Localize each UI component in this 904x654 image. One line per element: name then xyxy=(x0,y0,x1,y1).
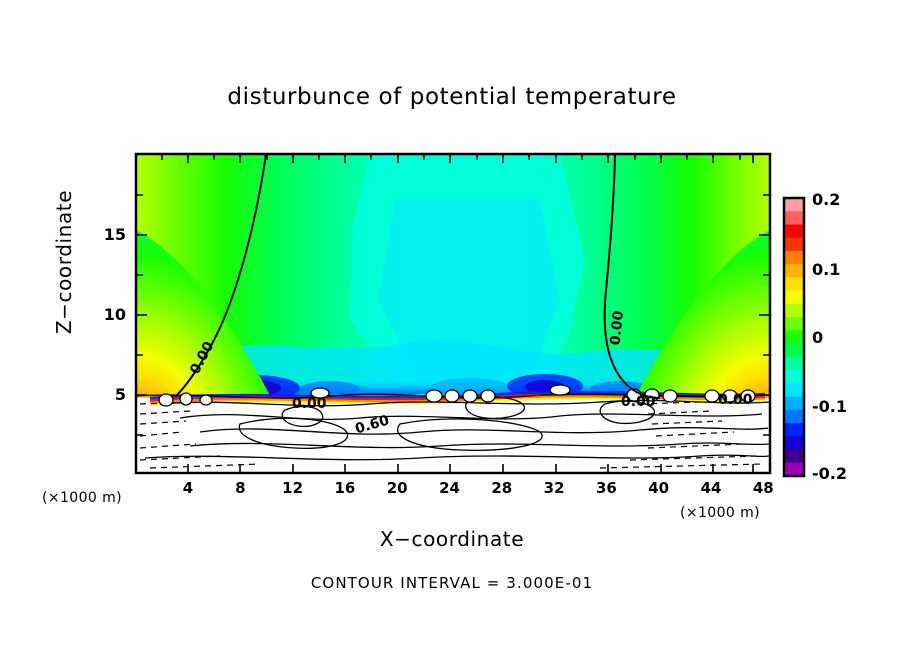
x-tick-label: 16 xyxy=(334,479,356,497)
colorbar-tick-label: -0.2 xyxy=(812,464,847,483)
x-tick-label: 24 xyxy=(439,479,460,497)
colorbar-band xyxy=(784,356,804,371)
colorbar-band xyxy=(784,462,804,477)
zero-contour-right xyxy=(603,154,661,399)
colorbar-band xyxy=(784,237,804,252)
plot-field xyxy=(136,154,770,473)
y-axis-ticks xyxy=(136,194,770,436)
plot-frame xyxy=(134,152,772,475)
y-axis-title: Z−coordinate xyxy=(52,189,76,335)
x-tick-label: 32 xyxy=(543,479,565,497)
x-tick-label: 20 xyxy=(386,479,408,497)
colorbar-band xyxy=(784,409,804,424)
x-tick-label: 12 xyxy=(282,479,304,497)
colorbar-band xyxy=(784,211,804,226)
contour-line-label: 0.00 xyxy=(292,396,327,412)
colorbar-frame xyxy=(782,196,806,478)
zero-contour-left xyxy=(175,154,267,397)
colorbar-tick-label: -0.1 xyxy=(812,397,847,416)
field-cyan-layer xyxy=(136,340,770,392)
colorbar-band xyxy=(784,303,804,318)
x-tick-label: 28 xyxy=(491,479,513,497)
contour-line-label: 0.00 xyxy=(621,394,656,410)
colorbar-tick-label: 0.2 xyxy=(812,190,841,209)
x-units-right: (×1000 m) xyxy=(680,505,760,521)
colorbar-band xyxy=(784,250,804,265)
colorbar-band xyxy=(784,370,804,384)
colorbar-band xyxy=(784,330,804,345)
colorbar-band xyxy=(784,396,804,411)
colorbar-band xyxy=(784,290,804,305)
x-axis-title: X−coordinate xyxy=(379,527,525,551)
y-tick-label: 15 xyxy=(103,225,126,244)
colorbar-band xyxy=(784,198,804,212)
field-cool-core-inner xyxy=(378,200,560,382)
x-tick-label: 40 xyxy=(648,479,670,497)
colorbar-band xyxy=(784,436,804,451)
colorbar-band xyxy=(784,449,804,464)
colorbar-tick-label: 0 xyxy=(812,328,824,347)
colorbar-tick-label: 0.1 xyxy=(812,260,841,279)
x-units-left: (×1000 m) xyxy=(42,490,122,506)
x-tick-label: 48 xyxy=(752,479,774,497)
contour-interval-note: CONTOUR INTERVAL = 3.000E-01 xyxy=(310,574,594,592)
y-tick-label: 5 xyxy=(114,385,126,404)
x-tick-label: 36 xyxy=(595,479,617,497)
colorbar xyxy=(782,196,806,478)
contour-line-label: 0.00 xyxy=(718,392,753,408)
colorbar-band xyxy=(784,317,804,331)
colorbar-band xyxy=(784,383,804,398)
field-boundary-layer xyxy=(136,396,770,473)
x-tick-label: 44 xyxy=(700,479,722,497)
y-tick-label: 10 xyxy=(103,305,126,324)
turbulence-contours-dashed xyxy=(139,401,763,469)
colorbar-band xyxy=(784,423,804,437)
x-axis-ticks xyxy=(161,154,754,473)
page-title: disturbunce of potential temperature xyxy=(227,84,677,110)
colorbar-band xyxy=(784,277,804,292)
colorbar-band xyxy=(784,224,804,239)
colorbar-band xyxy=(784,343,804,358)
colorbar-band xyxy=(784,264,804,279)
x-tick-label: 4 xyxy=(182,479,194,497)
x-tick-label: 8 xyxy=(235,479,246,497)
turbulence-cells xyxy=(158,384,756,407)
